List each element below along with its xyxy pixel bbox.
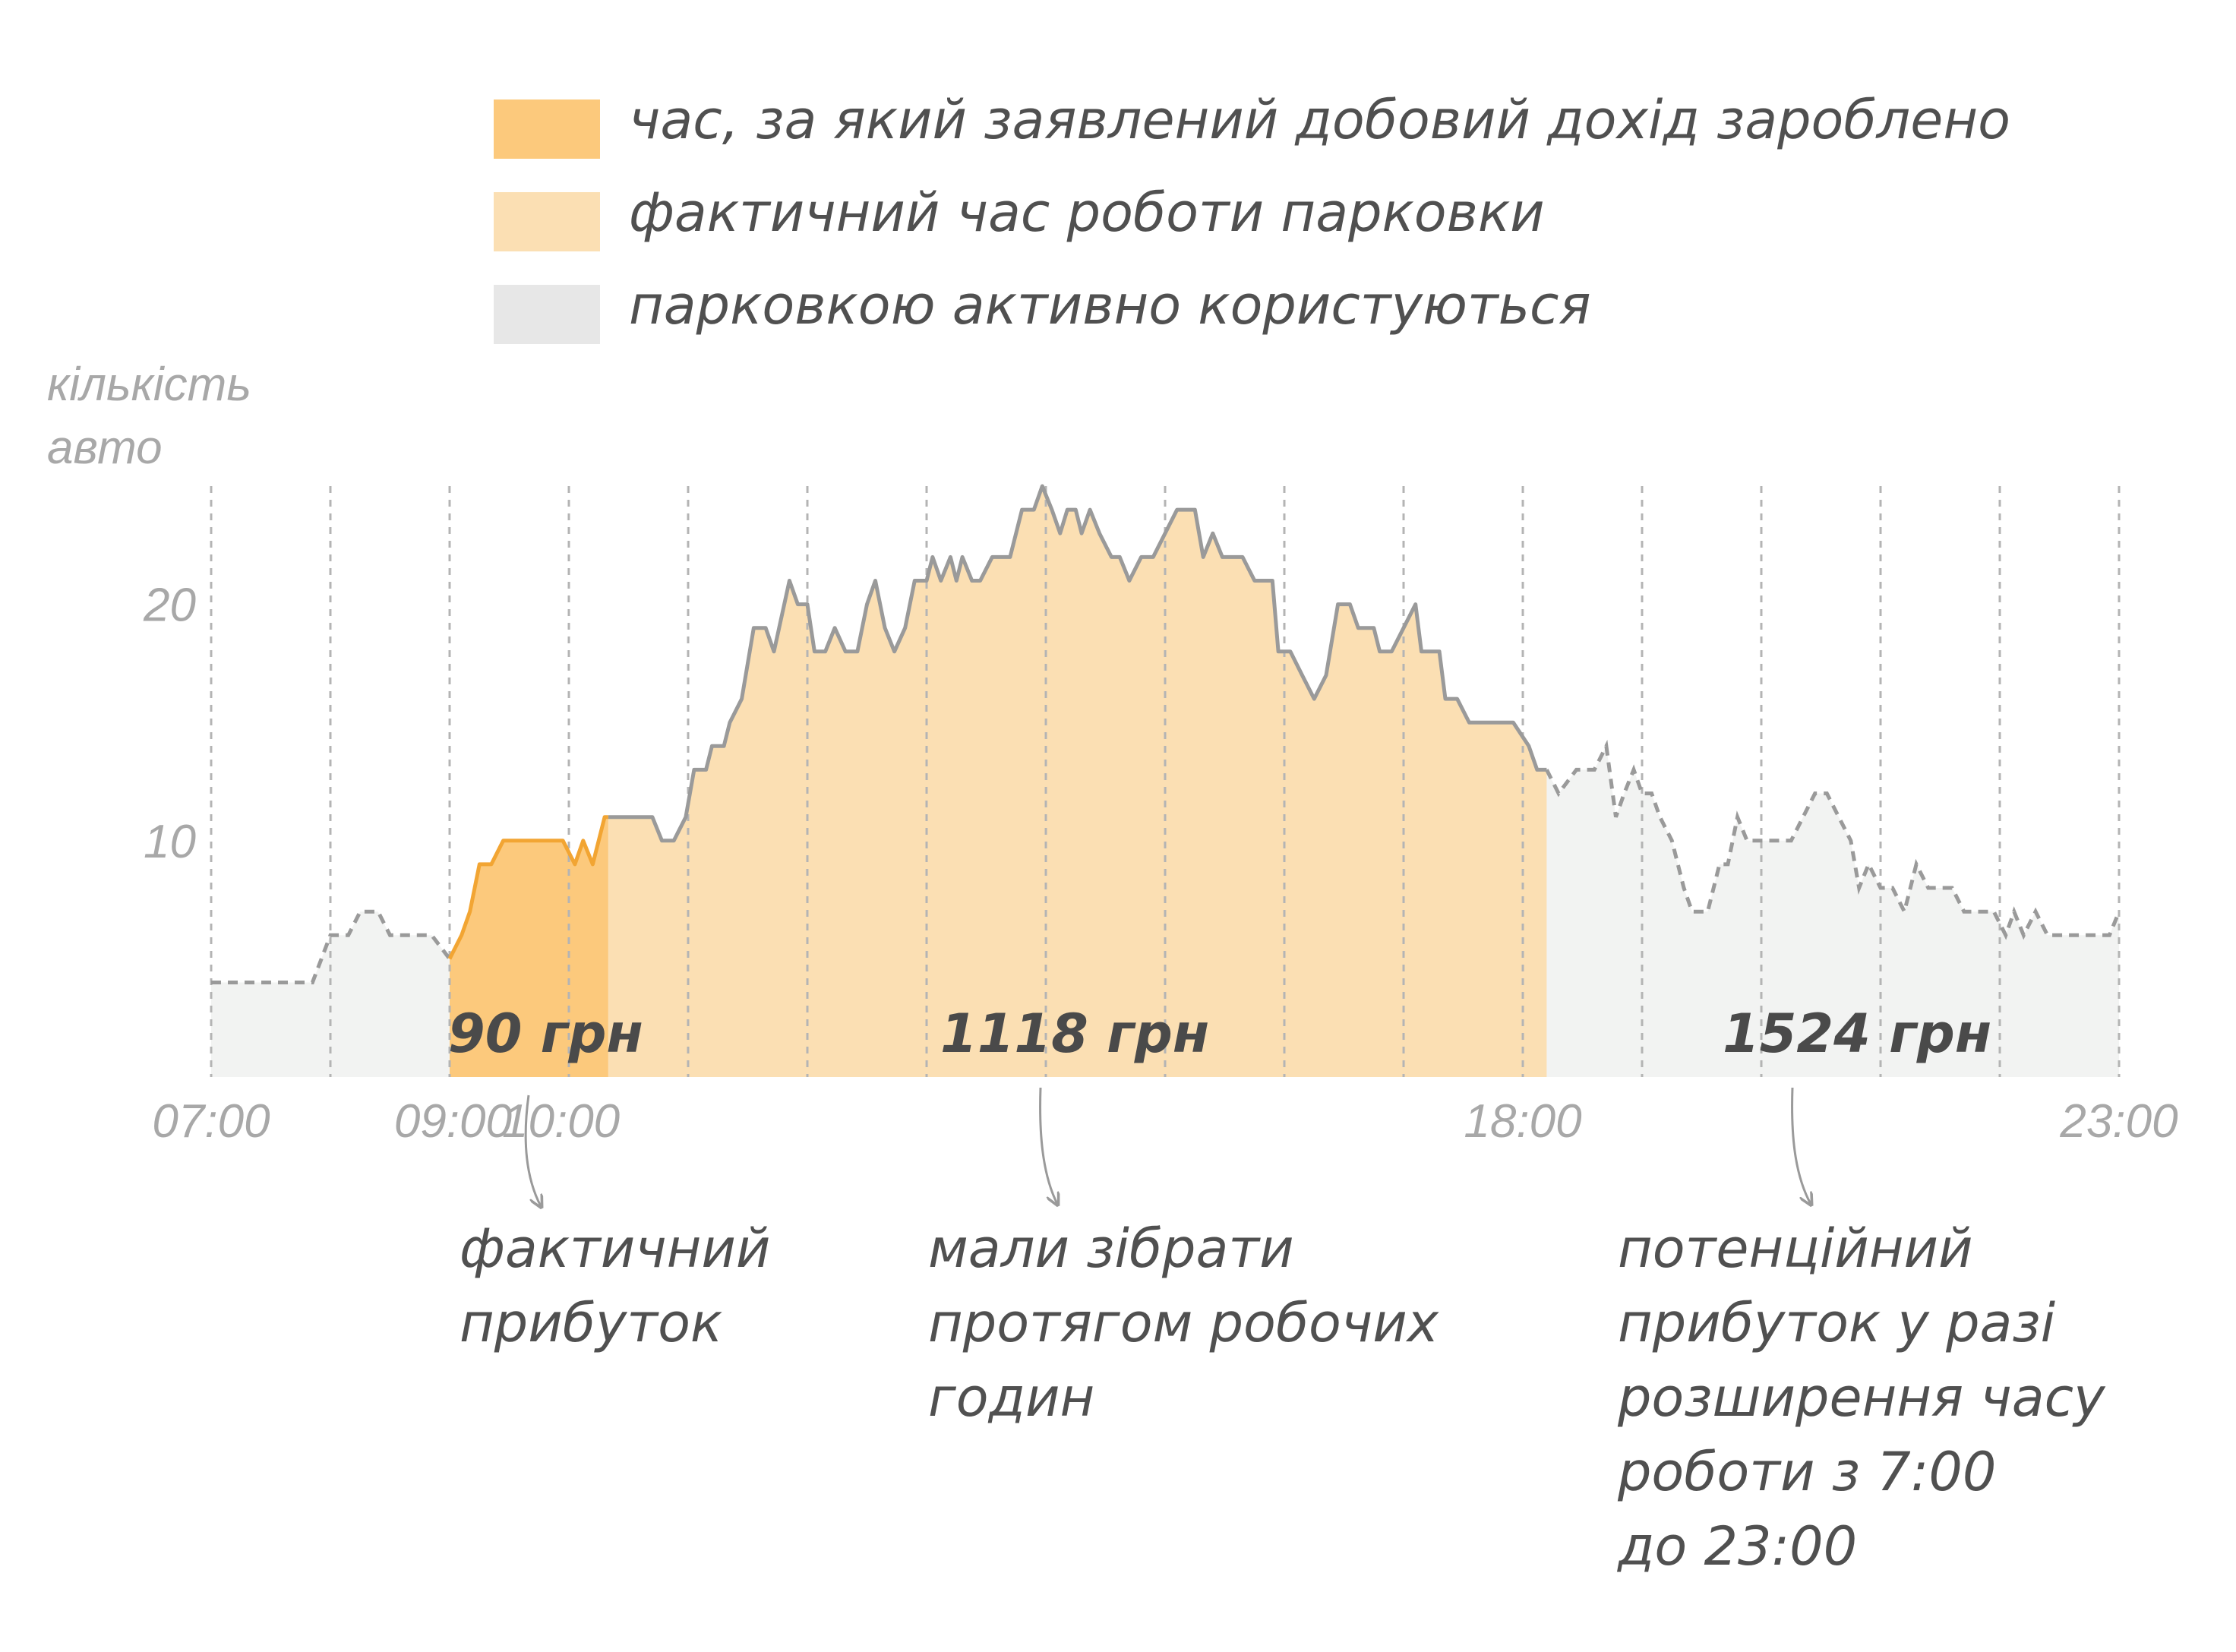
x-tick-label: 23:00 <box>2059 1095 2178 1148</box>
note-line: потенційний <box>1618 1218 1973 1280</box>
legend-label-actual: фактичний час роботи парковки <box>629 182 1545 244</box>
amount-label-declared: 90 грн <box>448 1003 643 1065</box>
legend-swatch-actual <box>494 192 600 251</box>
arrow-potential <box>1791 1087 1811 1204</box>
note-line: мали зібрати <box>928 1218 1294 1280</box>
legend-swatch-declared <box>494 99 600 159</box>
x-tick-label: 18:00 <box>1464 1095 1581 1148</box>
note-potential: потенційний прибуток у разі розширення ч… <box>1617 1218 2106 1578</box>
note-line: годин <box>928 1366 1094 1429</box>
x-tick-label: 09:00 <box>394 1095 512 1148</box>
x-tick-label: 10:00 <box>502 1095 620 1148</box>
y-tick-label: 10 <box>144 816 196 868</box>
note-line: прибуток у разі <box>1618 1292 2056 1354</box>
note-actual-profit: фактичний прибуток <box>460 1218 770 1354</box>
note-line: фактичний <box>460 1218 770 1280</box>
legend-label-active: парковкою активно користуються <box>629 274 1591 336</box>
note-line: протягом робочих <box>928 1292 1439 1354</box>
series-line-early <box>211 909 451 984</box>
y-axis-title-line-2: авто <box>47 422 163 474</box>
legend-label-declared: час, за який заявлений добовий дохід зар… <box>629 89 2010 151</box>
note-line: розширення часу <box>1617 1366 2106 1429</box>
x-tick-label: 07:00 <box>152 1095 270 1148</box>
arrow-workhours <box>1039 1087 1057 1204</box>
series-line-working <box>608 484 1547 843</box>
grid-layer <box>210 486 2121 1077</box>
amount-label-potential: 1524 грн <box>1723 1003 1991 1065</box>
arrow-actual-profit <box>524 1094 541 1206</box>
line-layer <box>211 484 2121 984</box>
y-tick-label: 20 <box>143 580 196 632</box>
legend-swatch-active <box>494 285 600 344</box>
amount-label-workhours: 1118 грн <box>940 1003 1209 1065</box>
y-axis-title-line-1: кількість <box>47 359 251 411</box>
area-actual-hours <box>608 486 1547 1077</box>
legend: час, за який заявлений добовий дохід зар… <box>494 89 2010 344</box>
series-line-late <box>1545 739 2121 940</box>
series-line-declared <box>447 815 608 960</box>
note-workhours: мали зібрати протягом робочих годин <box>928 1218 1439 1429</box>
note-line: прибуток <box>460 1292 722 1354</box>
note-line: роботи з 7:00 <box>1617 1441 1996 1503</box>
note-line: до 23:00 <box>1617 1515 1857 1578</box>
